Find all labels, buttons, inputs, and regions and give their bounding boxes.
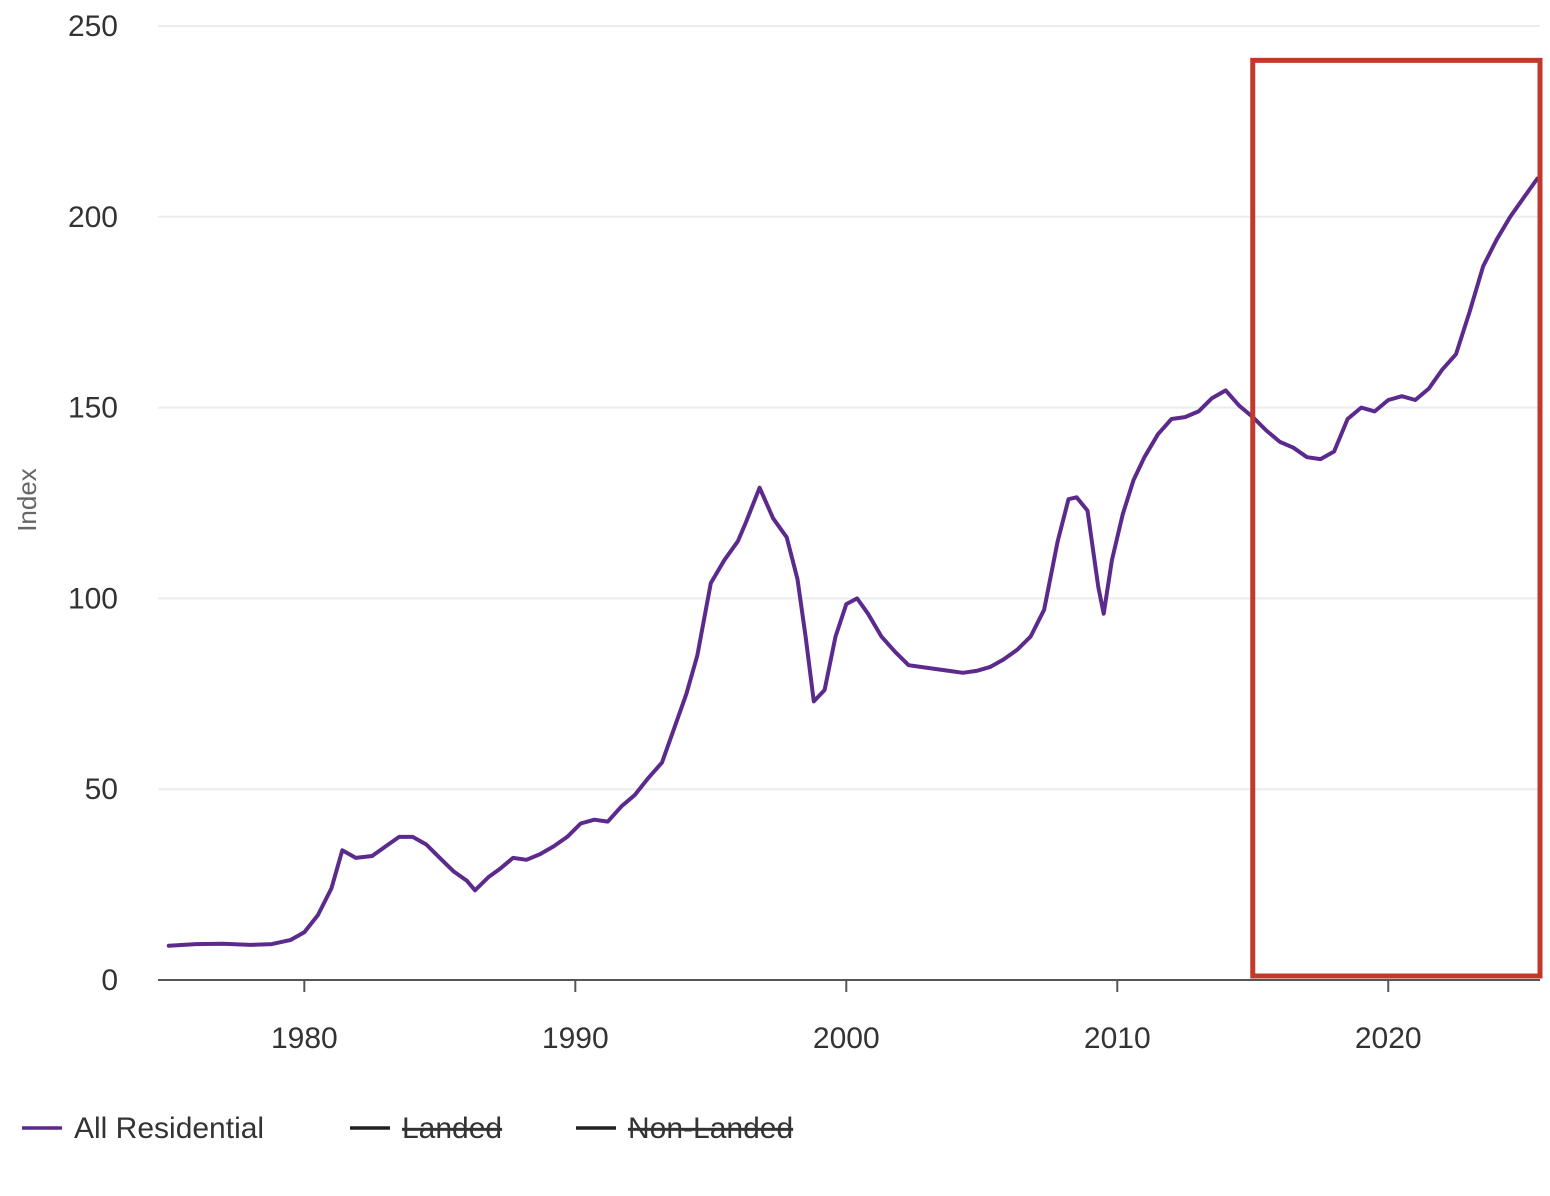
x-tick-label: 1980 — [271, 1022, 338, 1055]
legend-label: All Residential — [74, 1112, 264, 1145]
x-tick-label: 2010 — [1084, 1022, 1151, 1055]
legend-item[interactable]: All Residential — [22, 1112, 264, 1145]
highlight-box-layer — [1250, 57, 1543, 979]
legend: All Residential Landed Non-Landed — [22, 1112, 793, 1145]
x-tick-label: 1990 — [542, 1022, 609, 1055]
x-tick-label: 2000 — [813, 1022, 880, 1055]
y-tick-label: 50 — [85, 773, 118, 806]
y-tick-label: 100 — [68, 582, 118, 615]
y-axis-ticks: 0 50 100 150 200 250 — [68, 10, 118, 997]
highlight-box — [1250, 57, 1543, 979]
y-tick-label: 0 — [101, 964, 118, 997]
x-tick-label: 2020 — [1355, 1022, 1422, 1055]
gridlines — [158, 25, 1540, 791]
legend-label: Landed — [402, 1112, 502, 1145]
y-tick-label: 250 — [68, 10, 118, 43]
series-line-all-residential — [166, 176, 1540, 948]
y-tick-label: 200 — [68, 201, 118, 234]
y-tick-label: 150 — [68, 392, 118, 425]
legend-item[interactable]: Landed — [350, 1112, 502, 1145]
legend-item[interactable]: Non-Landed — [576, 1112, 793, 1145]
x-axis: 1980 1990 2000 2010 2020 — [158, 979, 1540, 1055]
y-axis-title: Index — [12, 468, 42, 532]
legend-label: Non-Landed — [628, 1112, 793, 1145]
series-lines — [166, 176, 1540, 948]
